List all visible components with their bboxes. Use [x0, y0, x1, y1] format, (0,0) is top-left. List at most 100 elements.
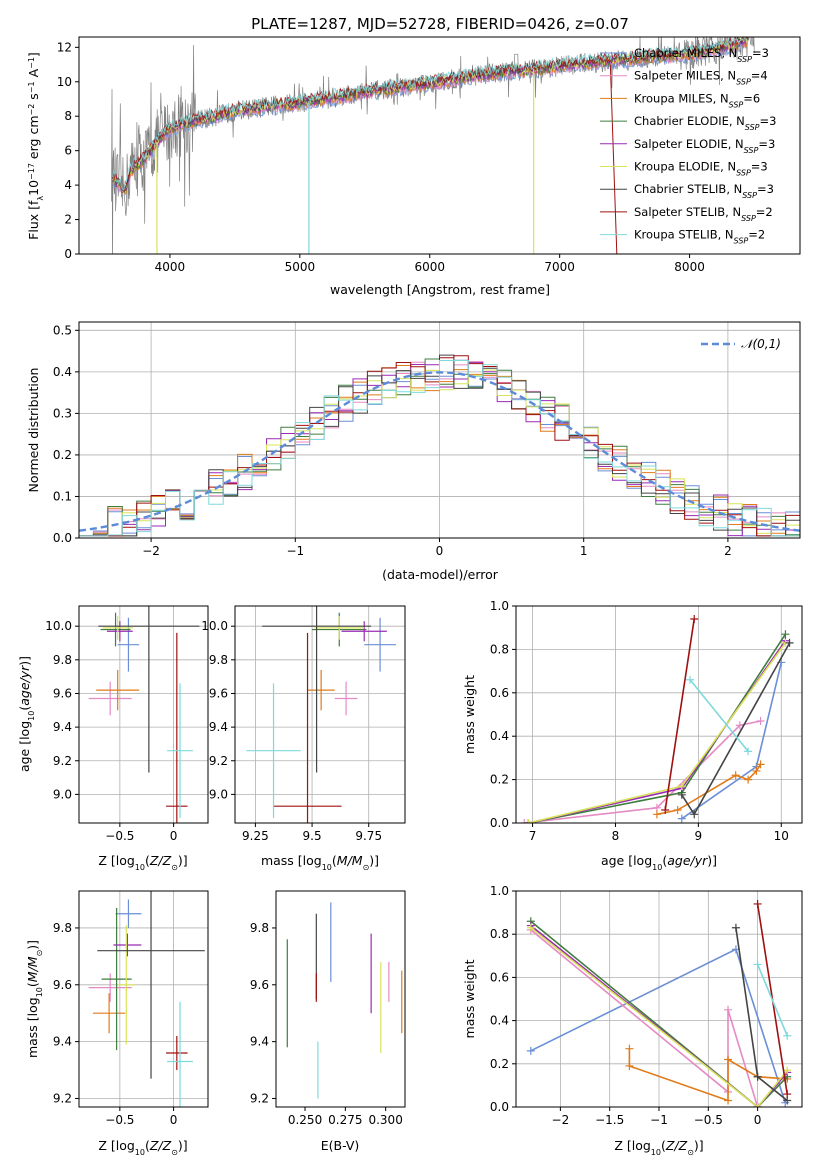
x-tick-label: 1 — [580, 544, 588, 558]
x-tick-label: 0.275 — [328, 1113, 362, 1127]
plot-area — [79, 354, 800, 537]
x-axis-label-part: mass [log — [261, 853, 322, 868]
x-axis-label: Z [log10(Z/Z⊙)] — [614, 1138, 703, 1157]
legend-label: Salpeter STELIB, NSSP=2 — [634, 205, 773, 223]
legend-label-text: Salpeter ELODIE, N — [634, 137, 744, 151]
mass-vs-metallicity-panel: −0.5 09.29.49.69.8Z [log10(Z/Z⊙)]mass [lo… — [25, 890, 209, 1157]
y-axis-label-part: ( — [25, 982, 40, 987]
x-tick-label: 0 — [754, 1113, 762, 1127]
x-tick-label: 6000 — [414, 260, 445, 274]
age-vs-metallicity-panel: −0.5 09.09.29.49.69.810.0Z [log10(Z/Z⊙)]a… — [17, 605, 209, 872]
weight-line-salpeter-elodie — [530, 924, 788, 1107]
weight-line-chabrier-stelib — [735, 927, 788, 1102]
legend-label-suffix: =6 — [743, 91, 760, 105]
y-axis-label-part: 10 — [35, 987, 44, 997]
y-tick-label: 0.0 — [490, 1100, 509, 1114]
x-tick-label: 8 — [612, 829, 620, 843]
legend-label: Kroupa MILES, NSSP=6 — [634, 91, 760, 109]
axes: 9.25 9.5 9.75 9.0 9.2 9.4 9.6 9.8 10.0 — [201, 605, 406, 843]
weight-marker-salpeter-miles — [735, 721, 744, 730]
x-axis-label-part: Z/Z — [665, 1138, 688, 1153]
y-tick-label: 0.2 — [490, 1057, 509, 1071]
y-tick-label: 9.8 — [250, 921, 269, 935]
weight-marker-salpeter-miles — [756, 717, 765, 726]
y-tick-label: 0.2 — [53, 448, 72, 462]
x-axis-label-part: Z/Z — [149, 1138, 172, 1153]
y-tick-label: 0.1 — [53, 489, 72, 503]
weight-marker-chabrier-stelib — [785, 638, 794, 647]
legend-label-sub: SSP — [745, 123, 760, 132]
model-spectrum-kroupa-stelib — [112, 37, 748, 191]
weight-marker-kroupa-stelib — [686, 675, 695, 684]
weight-marker-chabrier-miles — [526, 1046, 535, 1055]
weight-vs-age-panel: 7 8 9 10 0.0 0.2 0.4 0.6 0.8 1.0 mass weight age [l… — [462, 599, 803, 872]
y-tick-label: 9.6 — [250, 978, 269, 992]
y-axis-label: mass [log10(M/M⊙)] — [25, 940, 44, 1058]
y-axis-label-part: )] — [25, 940, 40, 950]
plot-area — [520, 615, 794, 823]
histogram-chabrier-stelib — [79, 354, 800, 537]
y-axis-label-part: M/M — [25, 956, 40, 982]
residual-histogram-panel: −2 −1 0 1 2 0.0 0.1 0.2 0.3 0.4 0.5 𝒩(0,1) (data-mod… — [26, 321, 801, 582]
y-tick-label: 8 — [64, 109, 72, 123]
y-axis-label-part: age/yr — [17, 665, 32, 706]
weight-marker-kroupa-elodie — [524, 819, 533, 823]
y-tick-label: 9.8 — [53, 921, 72, 935]
y-tick-label: 12 — [57, 40, 72, 54]
x-axis-label-part: ( — [145, 1138, 150, 1153]
weight-marker-salpeter-stelib — [783, 1090, 792, 1099]
weight-line-kroupa-stelib — [689, 679, 749, 752]
y-tick-label: 0 — [64, 247, 72, 261]
x-tick-label: 8000 — [674, 260, 705, 274]
age-vs-mass-panel: 9.25 9.5 9.75 9.0 9.2 9.4 9.6 9.8 10.0 mass [log1… — [201, 605, 406, 872]
y-axis-label-part: mass [log — [25, 997, 40, 1058]
y-tick-label: 9.4 — [209, 720, 228, 734]
x-tick-label: −0.5 — [105, 1113, 134, 1127]
weight-marker-salpeter-stelib — [753, 899, 762, 908]
plot-area — [88, 606, 200, 823]
y-tick-label: 0.0 — [490, 816, 509, 830]
legend-label-suffix: =3 — [760, 114, 777, 128]
x-tick-label: 9.5 — [303, 829, 322, 843]
weight-marker-chabrier-stelib — [731, 923, 740, 932]
legend-label-text: Salpeter STELIB, N — [634, 205, 741, 219]
legend-label: Salpeter ELODIE, NSSP=3 — [634, 137, 775, 155]
weight-marker-kroupa-miles — [731, 771, 740, 780]
weight-line-kroupa-elodie — [530, 927, 788, 1107]
y-axis-label-part: −17 — [27, 163, 36, 180]
x-axis-label-part: )] — [178, 853, 188, 868]
plot-area — [111, 37, 755, 254]
legend-label-suffix: =2 — [756, 205, 773, 219]
spectrum-panel: 4000 5000 6000 7000 8000 0 2 4 6 8 10 12 Chabrier MI… — [26, 36, 801, 297]
grid — [516, 605, 802, 824]
legend-label-sub: SSP — [741, 213, 756, 222]
x-tick-label: −1 — [650, 1113, 668, 1127]
x-axis-label: E(B-V) — [321, 1138, 360, 1153]
x-tick-label: 0 — [170, 1113, 178, 1127]
y-axis-label: Flux [fλ10−17 erg cm−2 s−1 A−1] — [26, 52, 45, 240]
histogram-kroupa-elodie — [79, 369, 800, 537]
legend-label-text: Chabrier STELIB, N — [634, 182, 742, 196]
axes-frame — [234, 605, 406, 824]
x-axis-label-part: )] — [369, 853, 379, 868]
y-tick-label: 9.4 — [53, 720, 72, 734]
legend-label-text: Salpeter MILES, N — [634, 69, 736, 83]
weight-marker-kroupa-miles — [652, 810, 661, 819]
x-axis-label-part: )] — [178, 1138, 188, 1153]
weight-line-salpeter-stelib — [664, 618, 695, 811]
y-tick-label: 9.4 — [53, 1035, 72, 1049]
axes-frame — [78, 36, 801, 255]
legend-label-suffix: =3 — [752, 46, 769, 60]
axes: −2 −1.5 −1 −0.5 0 0.0 0.2 0.4 0.6 0.8 1.0 — [490, 884, 803, 1127]
legend-label: Kroupa ELODIE, NSSP=3 — [634, 160, 768, 178]
legend-label-text: Kroupa MILES, N — [634, 91, 729, 105]
x-tick-label: 7000 — [544, 260, 575, 274]
legend-label-text: Kroupa ELODIE, N — [634, 160, 736, 174]
y-axis-label-part: λ — [36, 196, 45, 201]
weight-marker-salpeter-stelib — [661, 805, 670, 814]
weight-marker-kroupa-miles — [724, 1055, 733, 1064]
x-tick-label: 2 — [724, 544, 732, 558]
grid — [79, 606, 208, 823]
axes: −2 −1 0 1 2 0.0 0.1 0.2 0.3 0.4 0.5 — [53, 321, 801, 558]
